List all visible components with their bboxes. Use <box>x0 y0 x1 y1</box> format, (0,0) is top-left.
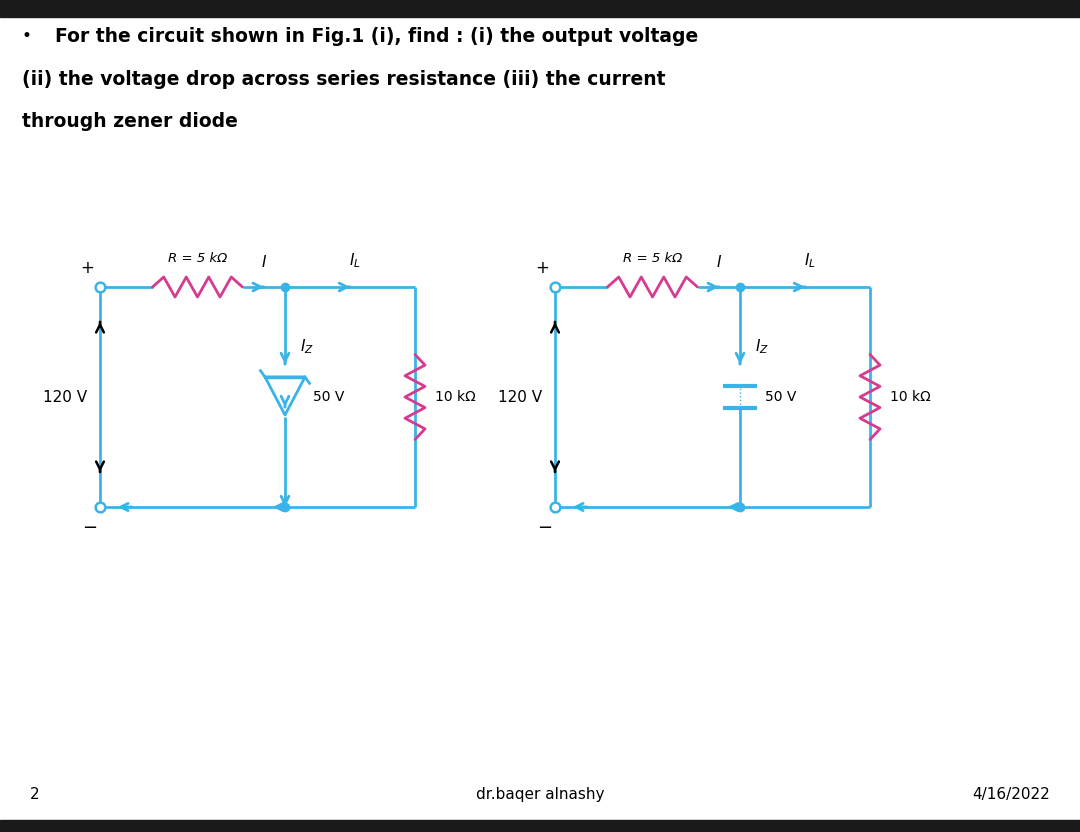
Text: $I$: $I$ <box>260 254 267 270</box>
Text: through zener diode: through zener diode <box>22 112 238 131</box>
Text: $I$: $I$ <box>716 254 721 270</box>
Text: −: − <box>82 519 97 537</box>
Text: 120 V: 120 V <box>43 389 87 404</box>
Text: 120 V: 120 V <box>498 389 542 404</box>
Text: $I_Z$: $I_Z$ <box>300 338 314 356</box>
Text: 2: 2 <box>30 787 40 802</box>
Text: 4/16/2022: 4/16/2022 <box>972 787 1050 802</box>
Text: 10 kΩ: 10 kΩ <box>890 390 931 404</box>
Text: 50 V: 50 V <box>313 390 345 404</box>
Text: R = 5 kΩ: R = 5 kΩ <box>167 252 227 265</box>
Text: (ii) the voltage drop across series resistance (iii) the current: (ii) the voltage drop across series resi… <box>22 70 665 89</box>
Text: $I_L$: $I_L$ <box>349 251 361 270</box>
Text: +: + <box>80 259 94 277</box>
Text: −: − <box>538 519 553 537</box>
Text: R = 5 kΩ: R = 5 kΩ <box>623 252 683 265</box>
Text: 50 V: 50 V <box>765 390 796 404</box>
Text: For the circuit shown in Fig.1 (i), find : (i) the output voltage: For the circuit shown in Fig.1 (i), find… <box>55 27 699 46</box>
Text: dr.baqer alnashy: dr.baqer alnashy <box>476 787 604 802</box>
Bar <box>0 820 1080 832</box>
Text: $I_L$: $I_L$ <box>805 251 815 270</box>
Text: +: + <box>535 259 549 277</box>
Bar <box>0 0 1080 17</box>
Text: $I_Z$: $I_Z$ <box>755 338 769 356</box>
Text: •: • <box>22 27 32 45</box>
Text: 10 kΩ: 10 kΩ <box>435 390 476 404</box>
